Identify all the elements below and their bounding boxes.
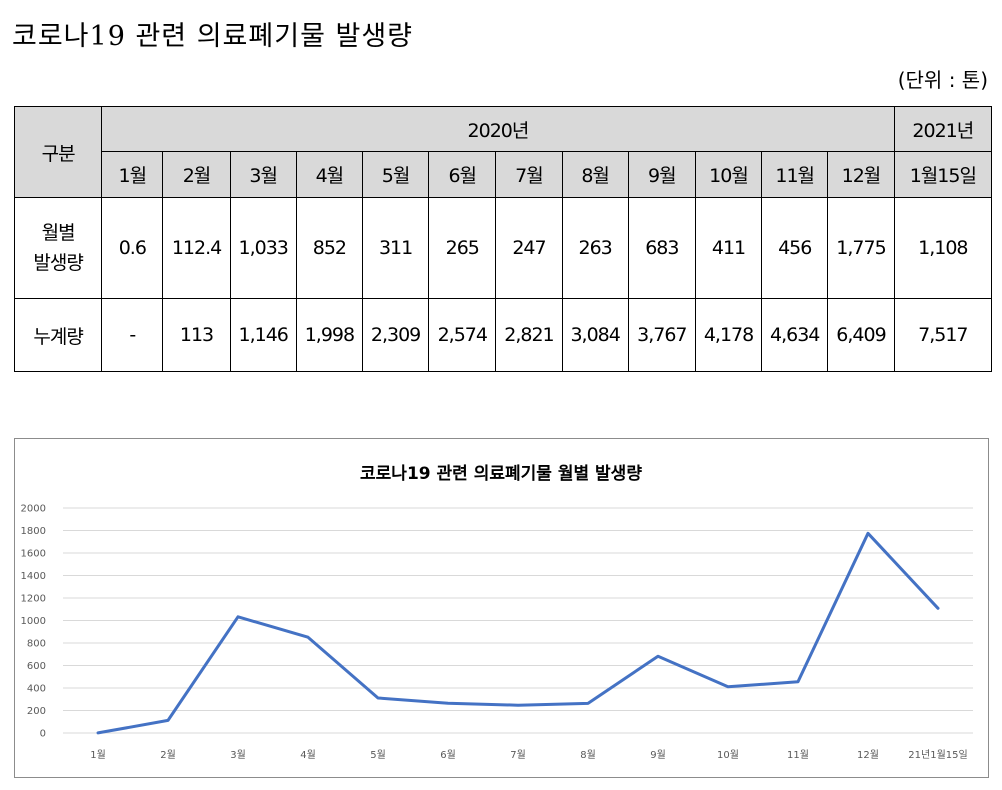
monthly-cell: 456 (761, 197, 829, 299)
month-header: 1월 (101, 151, 164, 198)
cumulative-cell: 1,998 (295, 298, 363, 372)
year-2020-header: 2020년 (101, 106, 895, 152)
y-tick-label: 1400 (21, 571, 46, 582)
x-tick-label: 5월 (370, 749, 386, 761)
monthly-cell: 263 (561, 197, 629, 299)
monthly-cell: 1,775 (827, 197, 895, 299)
month-header: 9월 (627, 151, 696, 198)
chart-svg: 코로나19 관련 의료폐기물 월별 발생량 0 200 400 600 800 1000 1… (21, 464, 973, 761)
y-tick-label: 1000 (21, 616, 46, 627)
month-header: 10월 (694, 151, 763, 198)
y-tick-label: 800 (27, 639, 46, 650)
monthly-cell: 1,033 (229, 197, 297, 299)
y-tick-label: 600 (27, 661, 46, 672)
monthly-cell: 265 (428, 197, 497, 299)
y-tick-label: 0 (40, 729, 46, 740)
y-tick-label: 1800 (21, 526, 46, 537)
month-header: 5월 (361, 151, 430, 198)
x-tick-label: 8월 (580, 749, 596, 761)
year-2021-header: 2021년 (893, 106, 993, 152)
y-tick-label: 2000 (21, 504, 46, 515)
waste-table: 구분 2020년 2021년 1월 2월 3월 4월 5월 6월 7월 8월 9월 10월 11월 1… (13, 106, 993, 372)
monthly-cell: 112.4 (162, 197, 231, 299)
cumulative-cell: 4,634 (761, 298, 829, 372)
x-tick-label: 7월 (510, 749, 526, 761)
cumulative-cell: 1,146 (229, 298, 297, 372)
y-tick-label: 1600 (21, 549, 46, 560)
y-tick-label: 1200 (21, 594, 46, 605)
line-chart: 코로나19 관련 의료폐기물 월별 발생량 0 200 400 600 800 1000 1… (14, 438, 989, 778)
month-header: 8월 (561, 151, 629, 198)
cumulative-cell: 3,084 (561, 298, 629, 372)
monthly-cell: 1,108 (893, 197, 993, 299)
month-header: 1월15일 (893, 151, 993, 198)
row-label-monthly-line2: 발생량 (33, 252, 83, 274)
x-tick-label: 2월 (160, 749, 176, 761)
cumulative-cell: 6,409 (827, 298, 895, 372)
x-tick-label: 4월 (300, 749, 316, 761)
series-line (96, 531, 940, 735)
month-header: 7월 (495, 151, 563, 198)
cumulative-cell: 4,178 (694, 298, 763, 372)
page-title: 코로나19 관련 의료폐기물 발생량 (12, 21, 414, 52)
x-tick-label: 11월 (787, 749, 809, 761)
y-tick-label: 400 (27, 684, 46, 695)
month-header: 4월 (295, 151, 363, 198)
x-axis-ticks: 1월 2월 3월 4월 5월 6월 7월 8월 9월 10월 11월 12월 21년1월15일 (90, 749, 967, 761)
x-tick-label: 6월 (440, 749, 456, 761)
cumulative-cell: 7,517 (893, 298, 993, 372)
x-tick-label: 9월 (650, 749, 666, 761)
monthly-cell: 411 (694, 197, 763, 299)
series-waste (96, 531, 940, 735)
cumulative-cell: 3,767 (627, 298, 696, 372)
x-tick-label: 3월 (230, 749, 246, 761)
cumulative-cell: 2,821 (495, 298, 563, 372)
month-header: 12월 (827, 151, 895, 198)
cumulative-cell: 2,574 (428, 298, 497, 372)
month-header: 11월 (761, 151, 829, 198)
month-header: 6월 (428, 151, 497, 198)
month-header: 3월 (229, 151, 297, 198)
x-tick-label: 12월 (857, 749, 879, 761)
row-label-cumulative: 누계량 (13, 298, 103, 372)
cumulative-cell: - (101, 298, 164, 372)
corner-header: 구분 (13, 106, 103, 198)
monthly-cell: 852 (295, 197, 363, 299)
unit-note: (단위 : 톤) (897, 68, 988, 92)
chart-title: 코로나19 관련 의료폐기물 월별 발생량 (360, 464, 642, 484)
x-tick-label: 21년1월15일 (908, 749, 967, 761)
monthly-cell: 0.6 (101, 197, 164, 299)
month-header: 2월 (162, 151, 231, 198)
monthly-cell: 247 (495, 197, 563, 299)
cumulative-cell: 113 (162, 298, 231, 372)
monthly-cell: 311 (361, 197, 430, 299)
row-label-monthly: 월별 발생량 (13, 197, 103, 299)
y-axis-ticks: 0 200 400 600 800 1000 1200 1400 1600 1800 2000 (21, 504, 46, 740)
x-tick-label: 1월 (90, 749, 106, 761)
monthly-cell: 683 (627, 197, 696, 299)
y-tick-label: 200 (27, 706, 46, 717)
cumulative-cell: 2,309 (361, 298, 430, 372)
x-tick-label: 10월 (717, 749, 739, 761)
row-label-monthly-line1: 월별 (41, 222, 76, 244)
grid-lines (63, 507, 973, 734)
